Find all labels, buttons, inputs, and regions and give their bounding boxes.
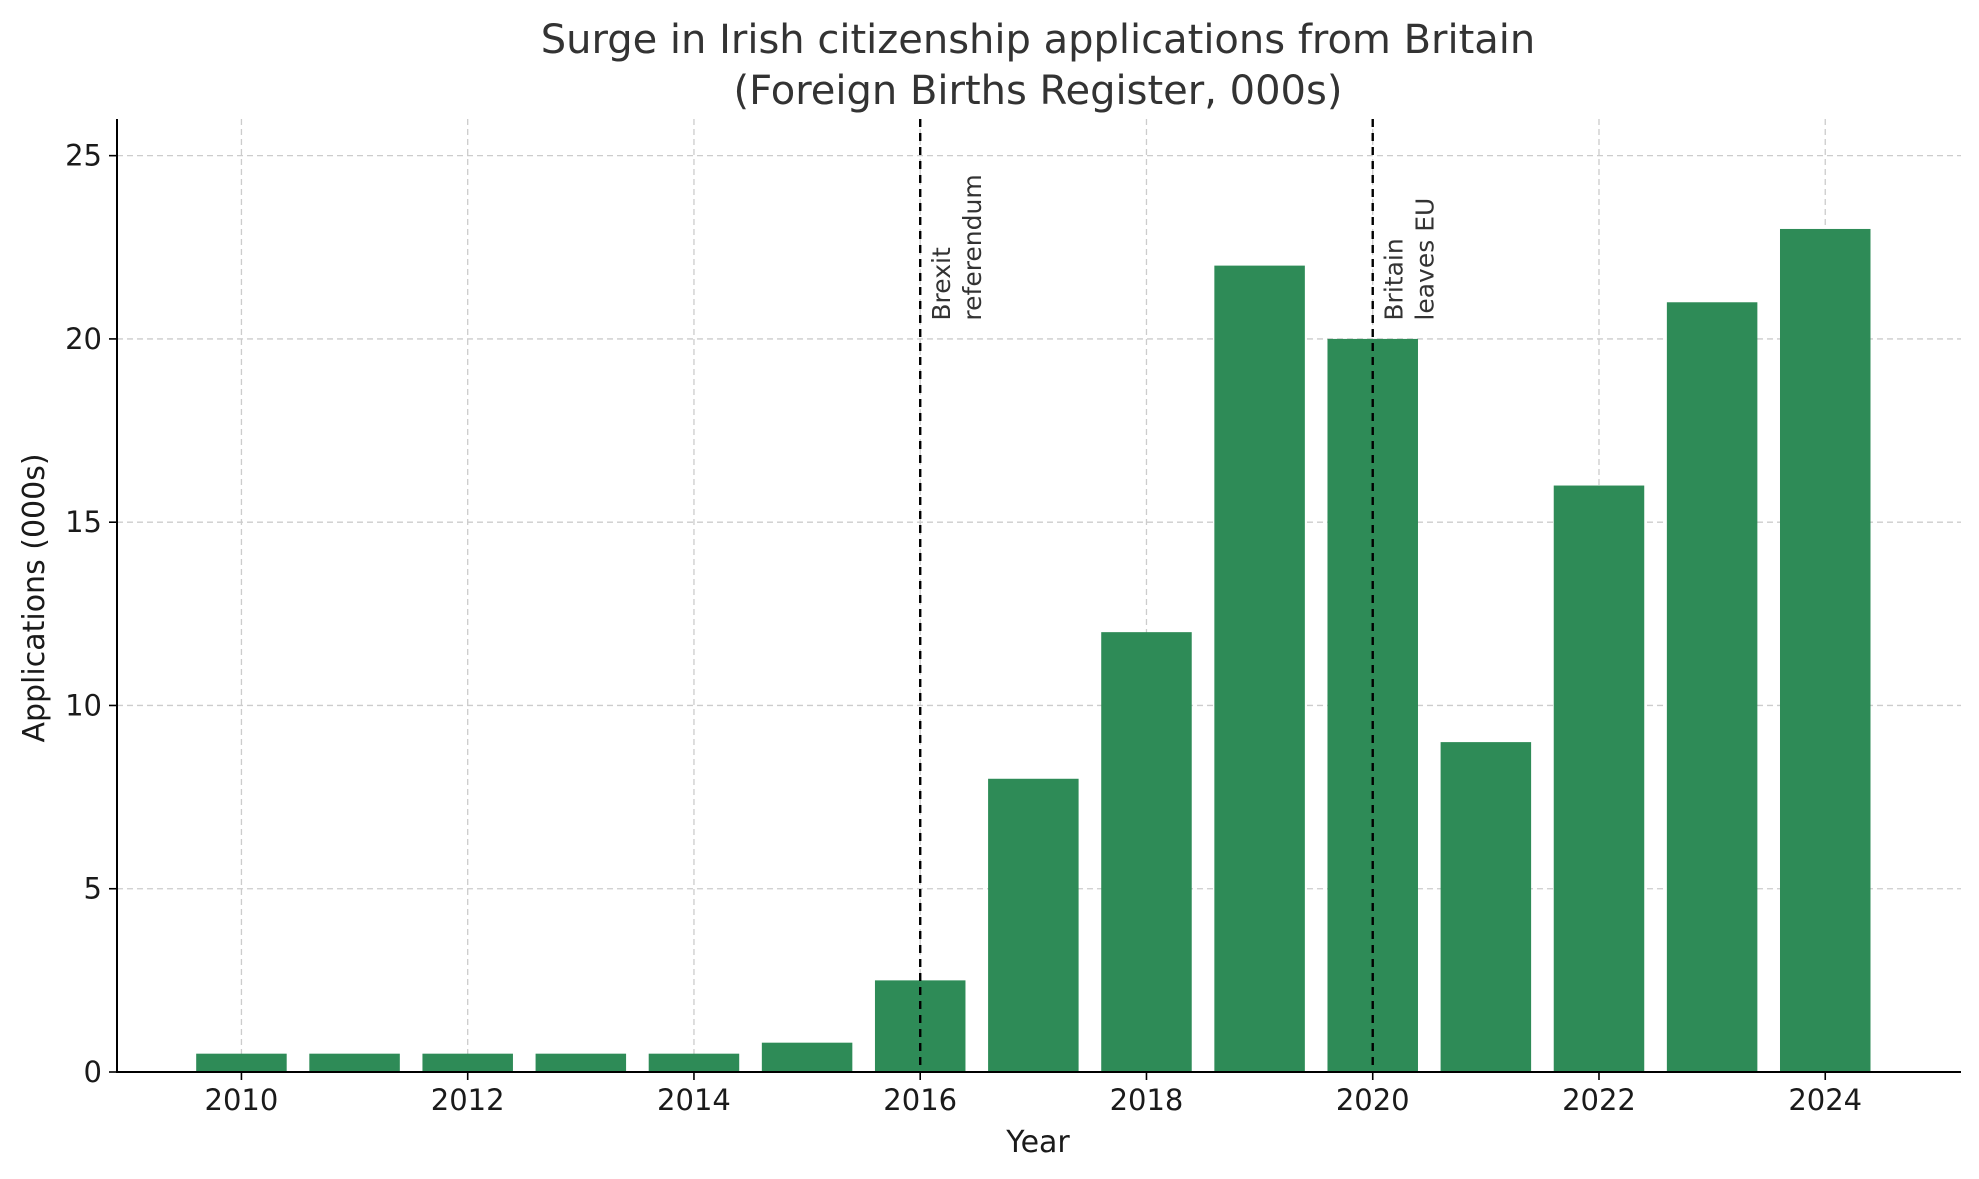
x-tick-label: 2018 xyxy=(1110,1083,1184,1117)
annotation-line: Britain xyxy=(1380,238,1409,320)
x-tick-label: 2010 xyxy=(205,1083,279,1117)
annotation-line: leaves EU xyxy=(1411,198,1440,321)
y-tick-label: 20 xyxy=(65,322,102,356)
annotation-line: Brexit xyxy=(927,247,956,321)
y-tick-label: 15 xyxy=(65,505,102,539)
bar-2022 xyxy=(1553,485,1645,1072)
y-tick-label: 25 xyxy=(65,139,102,173)
bars xyxy=(196,228,1871,1073)
bar-2010 xyxy=(196,1053,287,1072)
bar-2015 xyxy=(761,1042,853,1072)
event-annotation-2016: Brexitreferendum xyxy=(927,174,987,320)
x-tick-label: 2024 xyxy=(1788,1083,1862,1117)
x-axis-label: Year xyxy=(1005,1125,1070,1160)
y-axis-label: Applications (000s) xyxy=(17,453,52,742)
bar-2023 xyxy=(1666,302,1758,1072)
bar-2012 xyxy=(422,1053,513,1072)
bar-2013 xyxy=(535,1053,627,1072)
x-tick-label: 2020 xyxy=(1336,1083,1410,1117)
x-tick-label: 2016 xyxy=(883,1083,957,1117)
x-tick-label: 2014 xyxy=(657,1083,731,1117)
y-tick-label: 0 xyxy=(84,1055,102,1089)
bar-2011 xyxy=(309,1053,400,1072)
chart-title: Surge in Irish citizenship applications … xyxy=(541,17,1536,63)
x-tick-label: 2012 xyxy=(431,1083,505,1117)
event-markers: Brexitreferendum Britainleaves EU xyxy=(919,119,1440,1072)
bar-2014 xyxy=(648,1053,740,1072)
event-annotation-2020: Britainleaves EU xyxy=(1380,198,1440,321)
bar-2018 xyxy=(1101,632,1192,1072)
chart-subtitle: (Foreign Births Register, 000s) xyxy=(734,68,1343,114)
bar-2024 xyxy=(1779,228,1871,1072)
y-tick-label: 10 xyxy=(65,688,102,722)
y-tick-label: 5 xyxy=(84,872,102,906)
x-tick-label: 2022 xyxy=(1562,1083,1636,1117)
bar-2016 xyxy=(874,980,966,1072)
axes: 2010 2012 2014 2016 2018 2020 2022 2024 0 5 10 15 20… xyxy=(65,119,1961,1117)
bar-2017 xyxy=(988,778,1079,1072)
bar-2021 xyxy=(1440,742,1532,1072)
annotation-line: referendum xyxy=(958,174,987,320)
bar-2019 xyxy=(1214,265,1305,1073)
